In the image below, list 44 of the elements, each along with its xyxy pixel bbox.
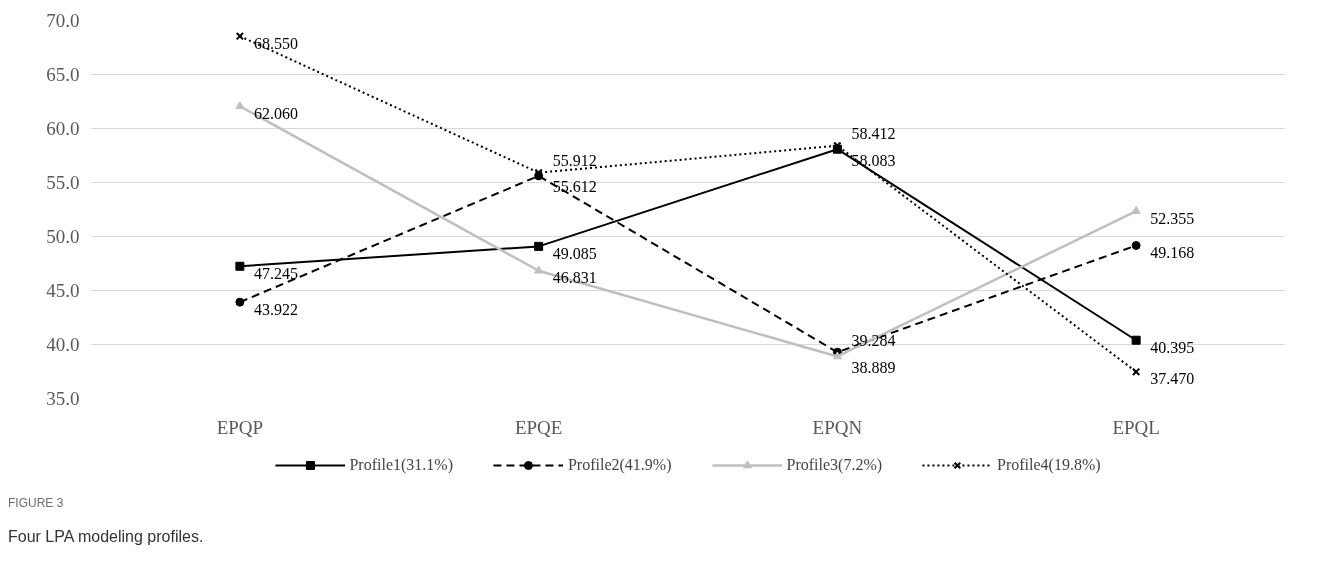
point [832, 351, 842, 360]
data-label: 58.412 [851, 125, 896, 143]
data-label: 49.168 [1150, 243, 1195, 261]
y-tick-label: 55.0 [46, 172, 80, 193]
point [534, 241, 544, 251]
legend-label: Profile2(41.9%) [567, 456, 672, 474]
data-label: 39.284 [851, 331, 896, 349]
text: Four LPA modeling profiles. [8, 527, 204, 548]
point [1131, 240, 1141, 250]
point [235, 297, 245, 307]
caption: FIGURE 3 [8, 495, 64, 512]
data-label: 68.550 [253, 34, 298, 52]
data-label: 40.395 [1150, 338, 1195, 356]
y-tick-label: 70.0 [46, 10, 80, 31]
y-tick-label: 50.0 [46, 226, 80, 247]
data-label: 55.612 [552, 178, 597, 196]
data-label: 38.889 [851, 359, 896, 376]
data-label: 43.922 [253, 300, 298, 318]
y-tick-label: 45.0 [46, 280, 80, 301]
x-tick-label: EPQP [216, 416, 264, 438]
data-label: 49.085 [552, 244, 597, 262]
legend-label: Profile3(7.2%) [786, 456, 883, 474]
y-tick-label: 35.0 [46, 388, 80, 409]
point [1131, 335, 1141, 345]
legend-label: Profile1(31.1%) [349, 456, 453, 474]
point [1131, 367, 1141, 377]
x-tick-label: EPQN [812, 416, 863, 438]
data-label: 52.355 [1150, 209, 1195, 227]
data-label: 55.912 [552, 152, 597, 170]
x-tick-label: EPQL [1112, 416, 1160, 438]
x-tick-label: EPQE [514, 416, 563, 438]
point [235, 101, 245, 110]
point [1131, 205, 1141, 214]
y-tick-label: 60.0 [46, 118, 80, 139]
data-label: 62.060 [253, 104, 298, 122]
y-tick-label: 65.0 [46, 64, 80, 85]
point [235, 31, 245, 41]
data-label: 37.470 [1150, 370, 1195, 388]
data-label: 47.245 [253, 264, 298, 282]
point [534, 265, 544, 274]
y-tick-label: 40.0 [46, 334, 80, 355]
data-label: 46.831 [552, 269, 597, 287]
point [235, 261, 245, 271]
legend-label: Profile4(19.8%) [997, 456, 1101, 474]
